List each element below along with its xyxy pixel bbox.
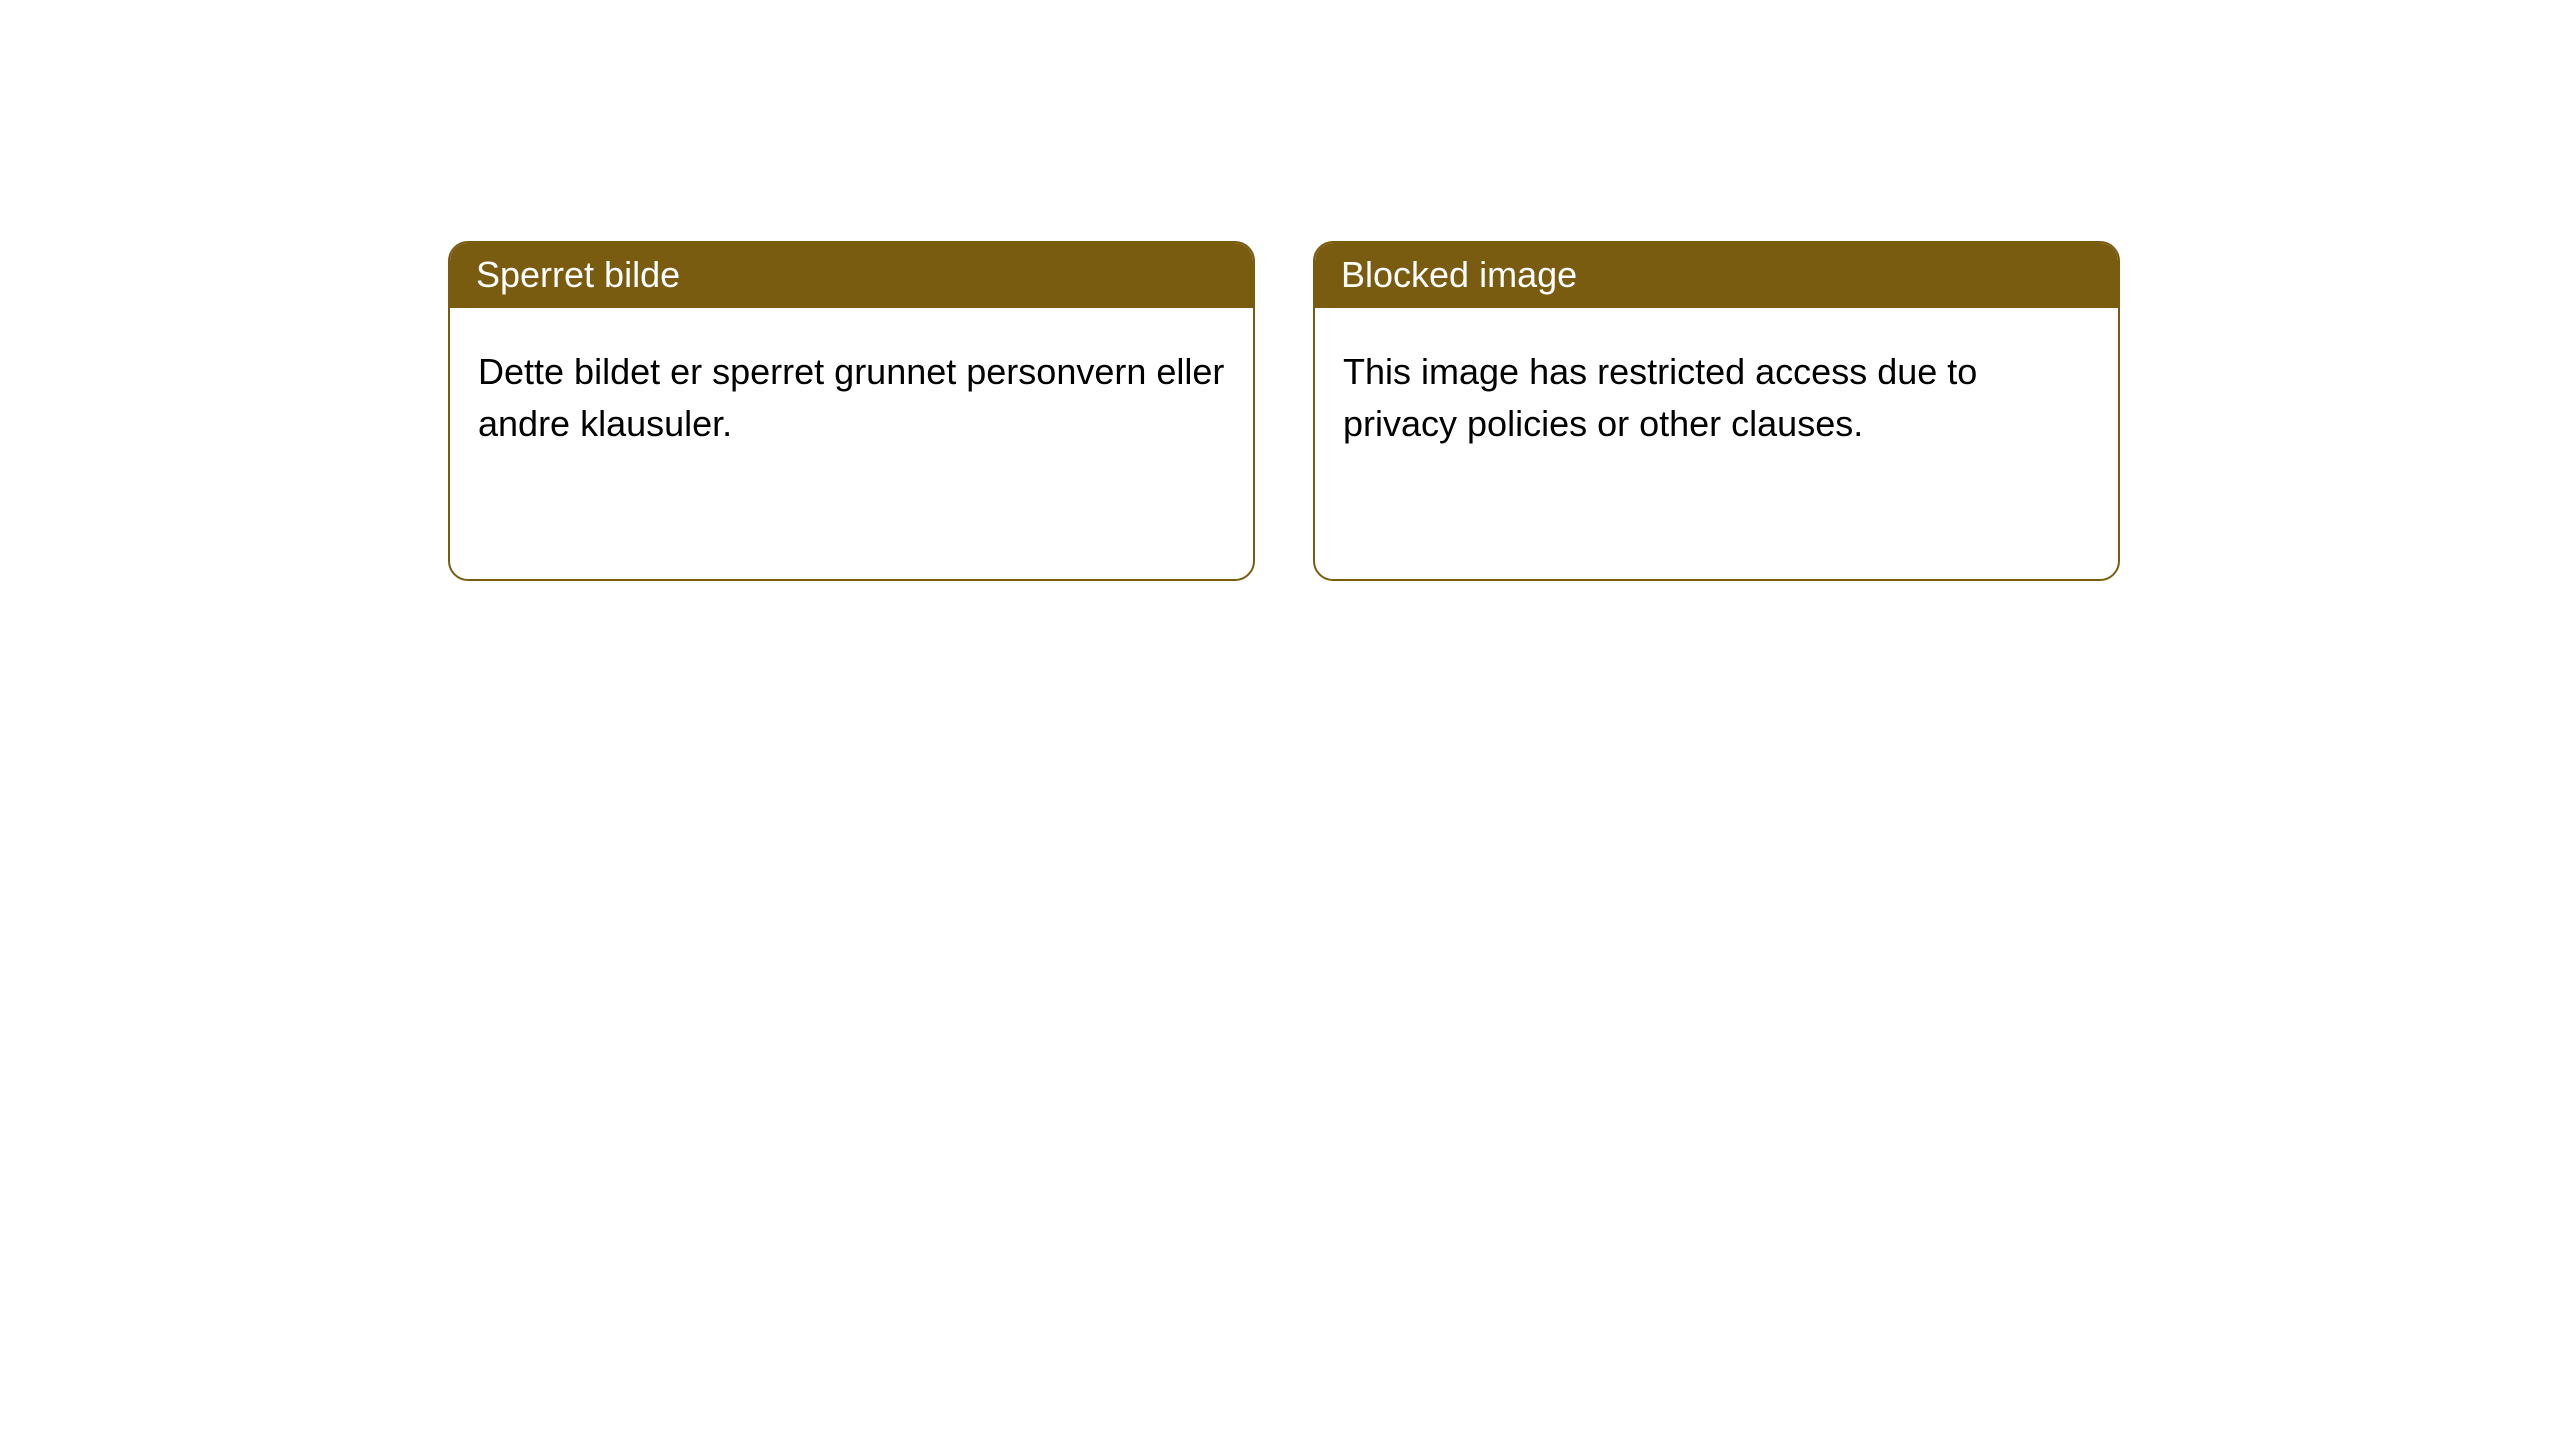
notice-card-english: Blocked image This image has restricted … bbox=[1313, 241, 2120, 581]
notice-title: Sperret bilde bbox=[450, 243, 1253, 308]
notice-title: Blocked image bbox=[1315, 243, 2118, 308]
notice-cards-container: Sperret bilde Dette bildet er sperret gr… bbox=[0, 0, 2560, 581]
notice-card-norwegian: Sperret bilde Dette bildet er sperret gr… bbox=[448, 241, 1255, 581]
notice-body: Dette bildet er sperret grunnet personve… bbox=[450, 308, 1253, 478]
notice-body: This image has restricted access due to … bbox=[1315, 308, 2118, 478]
